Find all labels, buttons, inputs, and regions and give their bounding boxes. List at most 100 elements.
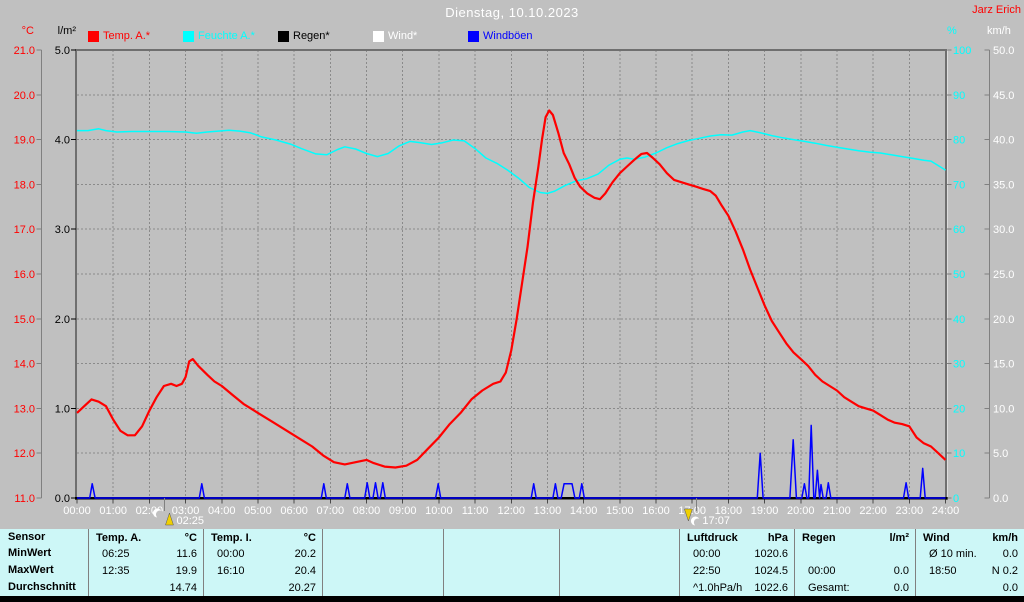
x-tick-label: 00:00 — [63, 505, 91, 517]
legend-swatch-gusts — [468, 30, 479, 42]
sensor-unit: km/h — [992, 532, 1018, 544]
stats-min-row — [444, 546, 559, 563]
temperature-series-line — [76, 109, 947, 469]
weather-chart: 21.0 20.0 19.0 18.0 17.0 16.0 15.0 14.0 13.0 12.0… — [14, 45, 1015, 527]
stats-row-label: MaxWert — [8, 564, 54, 576]
stats-avg-time: ^1.0hPa/h — [693, 582, 743, 594]
stats-column-header: Luftdruck hPa — [680, 529, 794, 546]
station-name: Jarz Erich — [972, 4, 1021, 16]
plot-border-top — [75, 49, 948, 51]
stats-avg-time: Gesamt: — [808, 582, 850, 594]
rain-tick-label: 5.0 — [55, 45, 70, 57]
temp-tick-label: 18.0 — [14, 179, 35, 191]
stats-avg-row — [323, 580, 443, 597]
stats-column-luftdruck: Luftdruck hPa 00:00 1020.6 22:50 1024.5 ^1.0hP… — [679, 529, 794, 596]
stats-row-labels-column: Sensor MinWert MaxWert Durchschnitt — [0, 529, 88, 596]
stats-avg-value: 0.0 — [893, 582, 909, 594]
temp-tick-label: 13.0 — [14, 403, 35, 415]
stats-row-label: Durchschnitt — [8, 581, 76, 593]
stats-min-time: 00:00 — [693, 548, 721, 560]
x-tick-label: 15:00 — [606, 505, 634, 517]
moonrise-time-label: 02:25 — [176, 515, 204, 527]
stats-min-row: 00:00 1020.6 — [680, 546, 794, 563]
wind-tick-label: 20.0 — [993, 314, 1014, 326]
wind-tick-label: 30.0 — [993, 224, 1014, 236]
x-tick-label: 20:00 — [787, 505, 815, 517]
stats-min-value: 0.0 — [1002, 548, 1018, 560]
temp-tick-label: 20.0 — [14, 90, 35, 102]
temp-tick-label: 21.0 — [14, 45, 35, 57]
rain-tick-label: 0.0 — [55, 493, 70, 505]
stats-row-label: MinWert — [8, 547, 52, 559]
wind-tick-label: 15.0 — [993, 359, 1014, 371]
stats-avg-row: 0.0 — [916, 580, 1024, 597]
temp-tick-label: 17.0 — [14, 224, 35, 236]
x-tick-label: 03:00 — [172, 505, 200, 517]
stats-avg-value: 14.74 — [169, 582, 197, 594]
x-tick-label: 22:00 — [859, 505, 887, 517]
wind-tick-label: 50.0 — [993, 45, 1014, 57]
stats-column-header — [444, 529, 559, 546]
legend-label: Feuchte A.* — [198, 30, 255, 42]
x-tick-label: 07:00 — [317, 505, 345, 517]
wind-gusts-series-line — [77, 424, 946, 499]
stats-max-row: 16:10 20.4 — [204, 563, 322, 580]
stats-min-time: Ø 10 min. — [929, 548, 977, 560]
stats-min-row: 00:00 20.2 — [204, 546, 322, 563]
moonrise-marker-icon — [155, 510, 164, 519]
stats-max-value: 0.0 — [893, 565, 909, 577]
moonrise-arrow-up-icon — [165, 512, 174, 526]
stats-avg-row — [560, 580, 679, 597]
stats-max-row: 00:00 0.0 — [795, 563, 915, 580]
humidity-tick-label: 100 — [953, 45, 971, 57]
bottom-strip — [0, 596, 1024, 602]
stats-avg-row — [444, 580, 559, 597]
x-tick-label: 24:00 — [932, 505, 960, 517]
stats-avg-row: Gesamt: 0.0 — [795, 580, 915, 597]
rain-tick-label: 3.0 — [55, 224, 70, 236]
stats-max-time: 00:00 — [808, 565, 836, 577]
stats-min-row: 06:25 11.6 — [89, 546, 203, 563]
x-tick-label: 01:00 — [99, 505, 127, 517]
stats-avg-value: 0.0 — [1002, 582, 1018, 594]
legend-item-wind: Wind* — [373, 30, 417, 42]
rain-tick-label: 2.0 — [55, 314, 70, 326]
humidity-tick-label: 50 — [953, 269, 965, 281]
stats-column-header — [560, 529, 679, 546]
sensor-name: Temp. A. — [96, 532, 142, 544]
wind-tick-label: 35.0 — [993, 179, 1014, 191]
x-tick-label: 13:00 — [534, 505, 562, 517]
sensor-name: Wind — [923, 532, 950, 544]
stats-avg-row: 20.27 — [204, 580, 322, 597]
sensor-name: Regen — [802, 532, 836, 544]
stats-max-value: 19.9 — [175, 565, 197, 577]
stats-max-row — [444, 563, 559, 580]
humidity-tick-label: 60 — [953, 224, 965, 236]
temp-tick-label: 11.0 — [14, 493, 35, 505]
sensor-name: Temp. I. — [211, 532, 252, 544]
humidity-tick-label: 40 — [953, 314, 965, 326]
x-tick-label: 12:00 — [497, 505, 525, 517]
stats-max-value: 1024.5 — [754, 565, 788, 577]
rain-tick-label: 1.0 — [55, 403, 70, 415]
stats-column-empty-2 — [322, 529, 443, 596]
humidity-tick-label: 80 — [953, 135, 965, 147]
humidity-tick-label: 30 — [953, 359, 965, 371]
humidity-tick-label: 0 — [953, 493, 959, 505]
x-tick-label: 14:00 — [570, 505, 598, 517]
stats-min-row — [795, 546, 915, 563]
rain-tick-label: 4.0 — [55, 135, 70, 147]
stats-column-regen: Regen l/m² 00:00 0.0 Gesamt: 0.0 — [794, 529, 915, 596]
stats-column-header: Regen l/m² — [795, 529, 915, 546]
stats-row-label: Sensor — [8, 531, 46, 543]
legend-item-temp-out: Temp. A.* — [88, 30, 150, 42]
legend-label: Windböen — [483, 30, 533, 42]
stats-avg-row: ^1.0hPa/h 1022.6 — [680, 580, 794, 597]
wind-tick-label: 25.0 — [993, 269, 1014, 281]
x-tick-label: 06:00 — [280, 505, 308, 517]
temp-axis-unit-label: °C — [21, 25, 34, 37]
x-tick-label: 18:00 — [715, 505, 743, 517]
legend-label: Wind* — [388, 30, 418, 42]
sensor-unit: °C — [303, 532, 316, 544]
moonset-time-label: 17:07 — [702, 515, 730, 527]
